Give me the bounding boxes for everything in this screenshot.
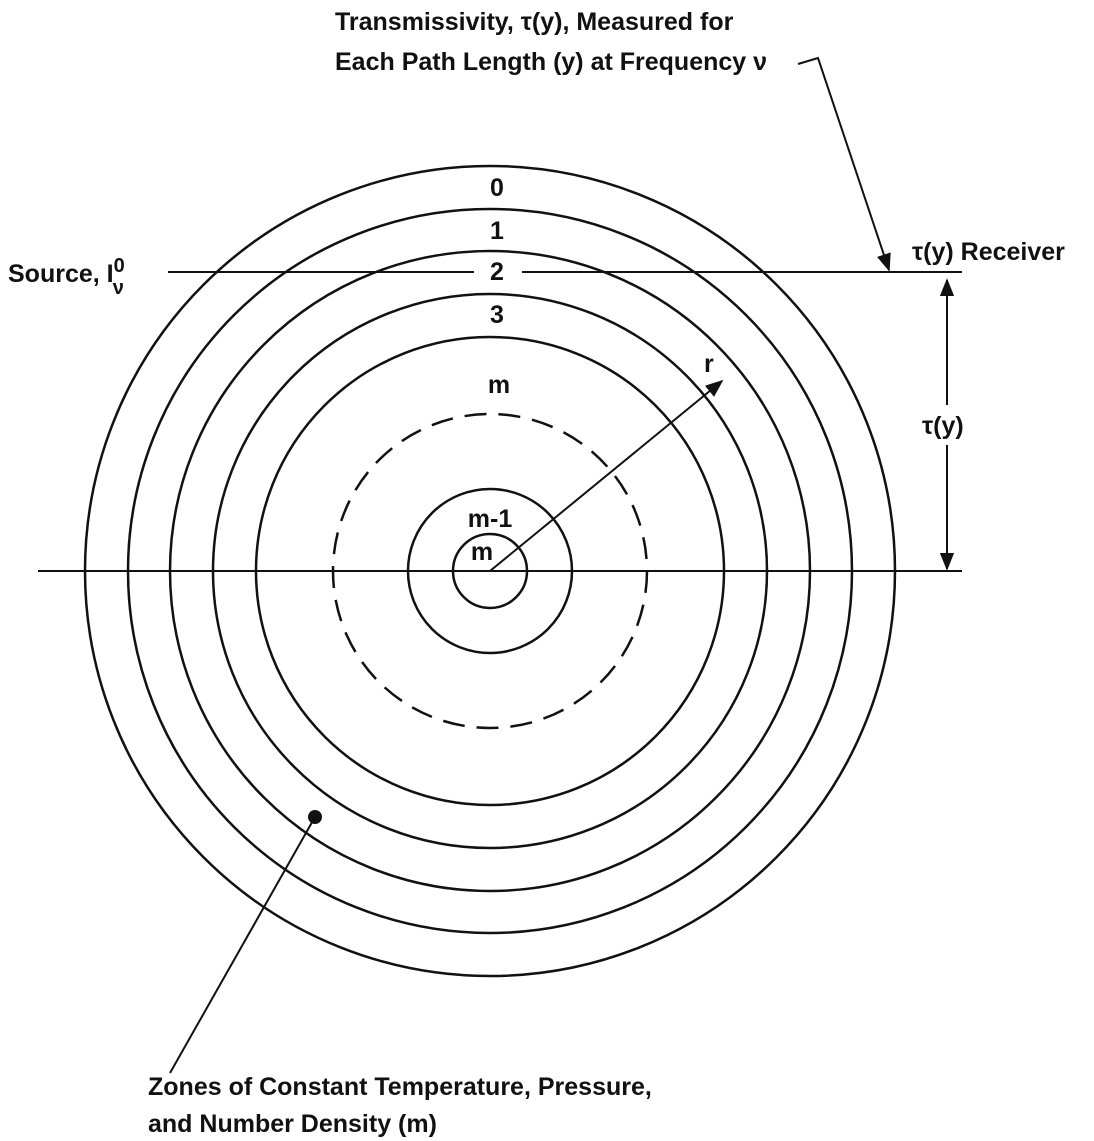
receiver-label: τ(y) Receiver <box>912 238 1065 266</box>
radius-label: r <box>704 350 714 378</box>
caption-line: and Number Density (m) <box>148 1110 437 1138</box>
source-sup: 0 <box>114 255 125 277</box>
zone-label: 1 <box>490 217 504 245</box>
zone-label: m <box>471 538 493 566</box>
zone-label: m <box>488 371 510 399</box>
zone-label: 0 <box>490 174 504 202</box>
caption-line: Zones of Constant Temperature, Pressure, <box>148 1073 652 1101</box>
title-line: Each Path Length (y) at Frequency ν <box>335 48 767 76</box>
source-text: Source, I <box>8 260 114 288</box>
leader-arrow <box>797 56 891 272</box>
zone-label: 3 <box>490 301 504 329</box>
source-sub: ν <box>113 277 124 299</box>
source-label: Source, I0 ν <box>8 255 125 299</box>
title-line: Transmissivity, τ(y), Measured for <box>335 8 734 36</box>
path-label: τ(y) <box>922 412 964 440</box>
zone-label: m-1 <box>468 505 513 533</box>
zone-label: 2 <box>490 258 504 286</box>
leader-line <box>169 816 316 1074</box>
radius-arrow <box>489 379 724 572</box>
label-gap <box>474 256 522 286</box>
